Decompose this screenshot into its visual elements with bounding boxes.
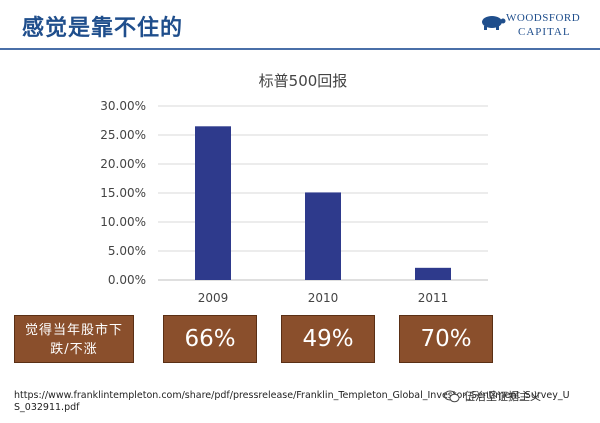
logo-text-line2: CAPITAL bbox=[518, 26, 571, 38]
bar-2010 bbox=[305, 192, 341, 280]
y-tick-label: 20.00% bbox=[100, 157, 146, 171]
survey-value-2011: 70% bbox=[399, 315, 493, 363]
survey-label: 觉得当年股市下 跌/不涨 bbox=[14, 315, 134, 363]
sp500-return-chart: 标普500回报 0.00% 5.00% 10.00% 15.00% 20.00% 25.0… bbox=[100, 72, 488, 305]
survey-label-line2: 跌/不涨 bbox=[50, 342, 98, 357]
survey-label-line1: 觉得当年股市下 bbox=[24, 323, 123, 338]
x-tick-label: 2010 bbox=[308, 291, 339, 305]
wechat-icon bbox=[444, 390, 460, 402]
y-tick-label: 25.00% bbox=[100, 128, 146, 142]
y-tick-label: 15.00% bbox=[100, 186, 146, 200]
y-tick-label: 0.00% bbox=[108, 273, 146, 287]
chart-title: 标普500回报 bbox=[259, 72, 348, 90]
survey-value-2010: 49% bbox=[281, 315, 375, 363]
title-divider bbox=[0, 48, 600, 50]
page-title: 感觉是靠不住的 bbox=[22, 16, 184, 41]
source-link[interactable]: https://www.franklintempleton.com/share/… bbox=[14, 390, 570, 413]
bar-2011 bbox=[415, 267, 451, 280]
survey-value-2009: 66% bbox=[163, 315, 257, 363]
y-tick-label: 30.00% bbox=[100, 99, 146, 113]
y-tick-label: 10.00% bbox=[100, 215, 146, 229]
tortoise-icon bbox=[482, 16, 506, 30]
logo-text-line1: WOODSFORD bbox=[506, 12, 581, 24]
y-tick-label: 5.00% bbox=[108, 244, 146, 258]
watermark: 伍治坚证据主义 bbox=[444, 388, 541, 404]
bar-2009 bbox=[195, 126, 231, 280]
woodsford-logo: WOODSFORD CAPITAL bbox=[478, 8, 596, 42]
x-tick-label: 2011 bbox=[418, 291, 449, 305]
x-tick-label: 2009 bbox=[198, 291, 229, 305]
watermark-text: 伍治坚证据主义 bbox=[464, 390, 541, 403]
